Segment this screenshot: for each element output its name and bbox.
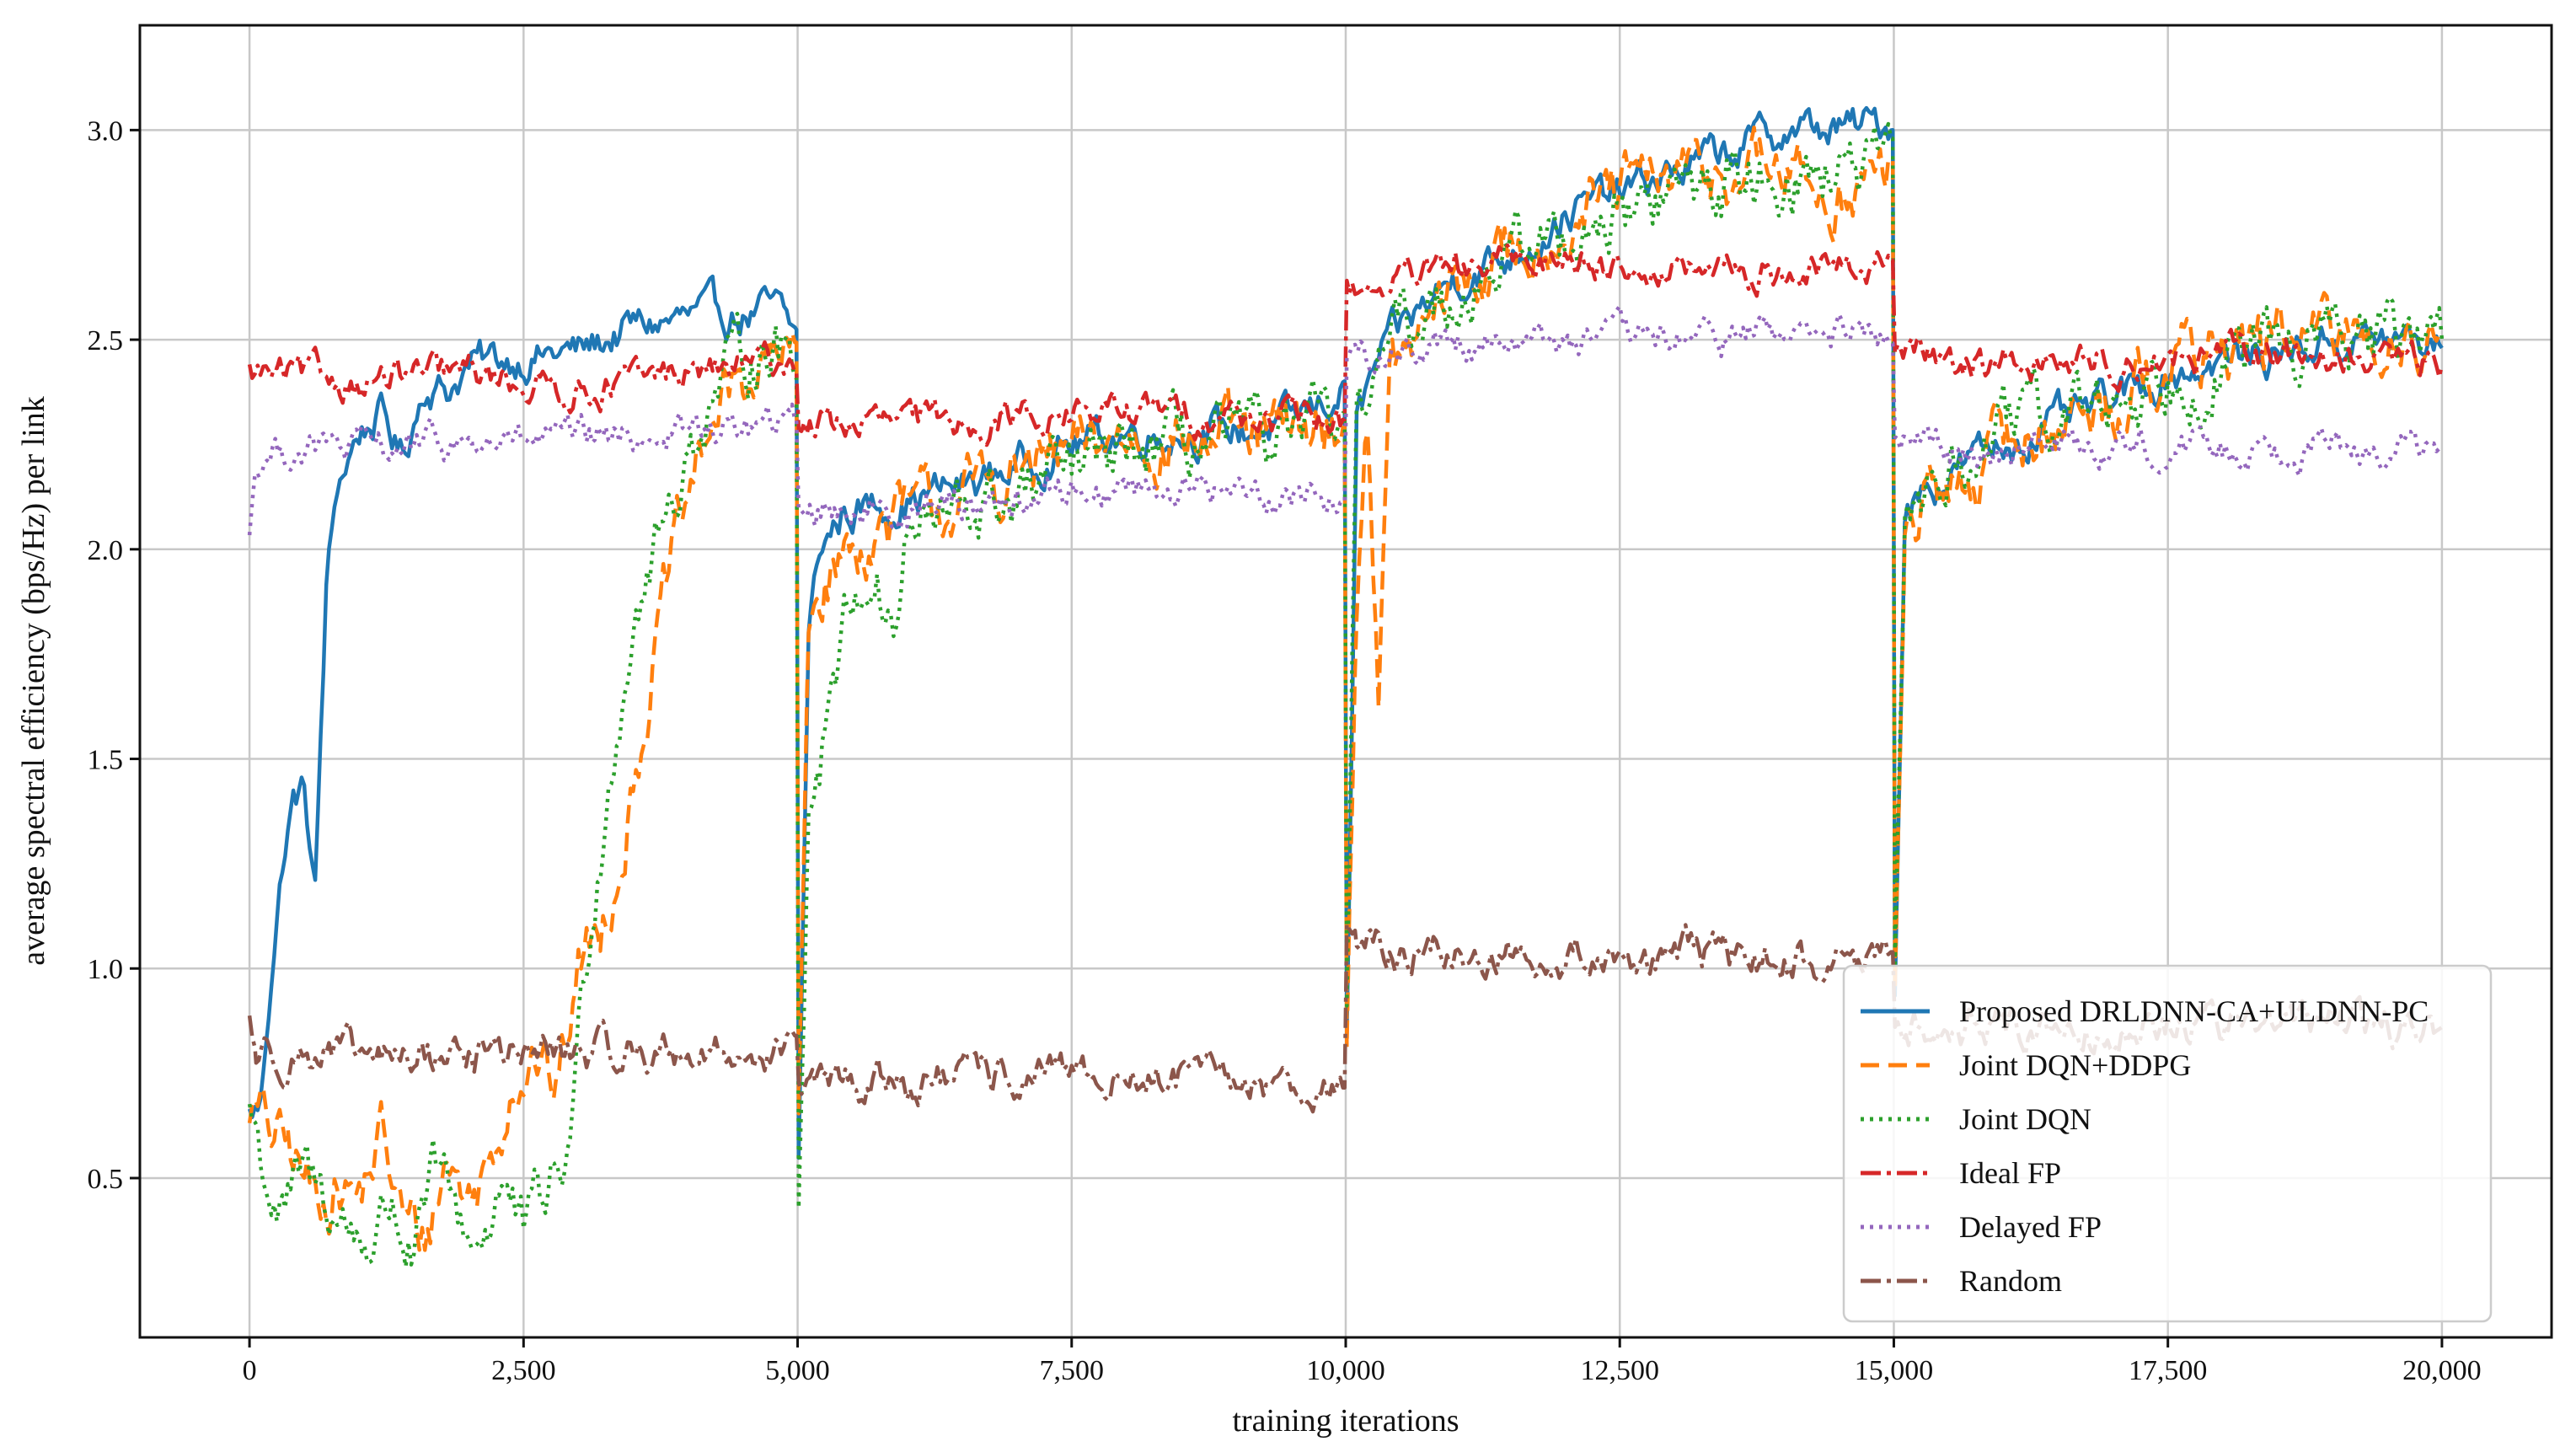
y-tick-label: 2.5 (88, 325, 124, 356)
series-line-5 (247, 303, 2444, 536)
series-lines (247, 105, 2445, 1269)
legend-label: Random (1959, 1264, 2062, 1298)
axis-ticks: 0 2,500 5,000 7,500 10,000 12,500 15,000 17,500… (88, 115, 2482, 1386)
x-tick-label: 20,000 (2402, 1355, 2482, 1386)
legend-box (1842, 964, 2493, 1323)
y-tick-label: 1.0 (88, 954, 124, 985)
legend-label: Delayed FP (1959, 1210, 2102, 1244)
y-axis-label: average spectral efficiency (bps/Hz) per… (16, 396, 51, 966)
x-tick-label: 10,000 (1306, 1355, 1385, 1386)
y-tick-label: 3.0 (88, 115, 124, 147)
series-line-6 (247, 922, 2444, 1114)
legend: Proposed DRLDNN-CA+ULDNN-PC Joint DQN+DDP… (1842, 964, 2493, 1323)
legend-label: Proposed DRLDNN-CA+ULDNN-PC (1959, 994, 2429, 1028)
y-tick-label: 1.5 (88, 745, 124, 776)
legend-label: Joint DQN+DDPG (1959, 1048, 2191, 1082)
legend-label: Ideal FP (1959, 1156, 2061, 1190)
x-tick-label: 0 (243, 1355, 257, 1386)
x-tick-label: 12,500 (1580, 1355, 1659, 1386)
x-axis-label: training iterations (1232, 1403, 1459, 1439)
y-tick-label: 2.0 (88, 535, 124, 566)
y-tick-label: 0.5 (88, 1164, 124, 1195)
x-tick-label: 5,000 (765, 1355, 830, 1386)
series-line-4 (247, 243, 2445, 447)
x-tick-label: 2,500 (491, 1355, 556, 1386)
legend-label: Joint DQN (1959, 1102, 2091, 1136)
x-tick-label: 7,500 (1040, 1355, 1105, 1386)
x-tick-label: 17,500 (2129, 1355, 2208, 1386)
series-line-3 (247, 121, 2445, 1269)
x-tick-label: 15,000 (1855, 1355, 1934, 1386)
